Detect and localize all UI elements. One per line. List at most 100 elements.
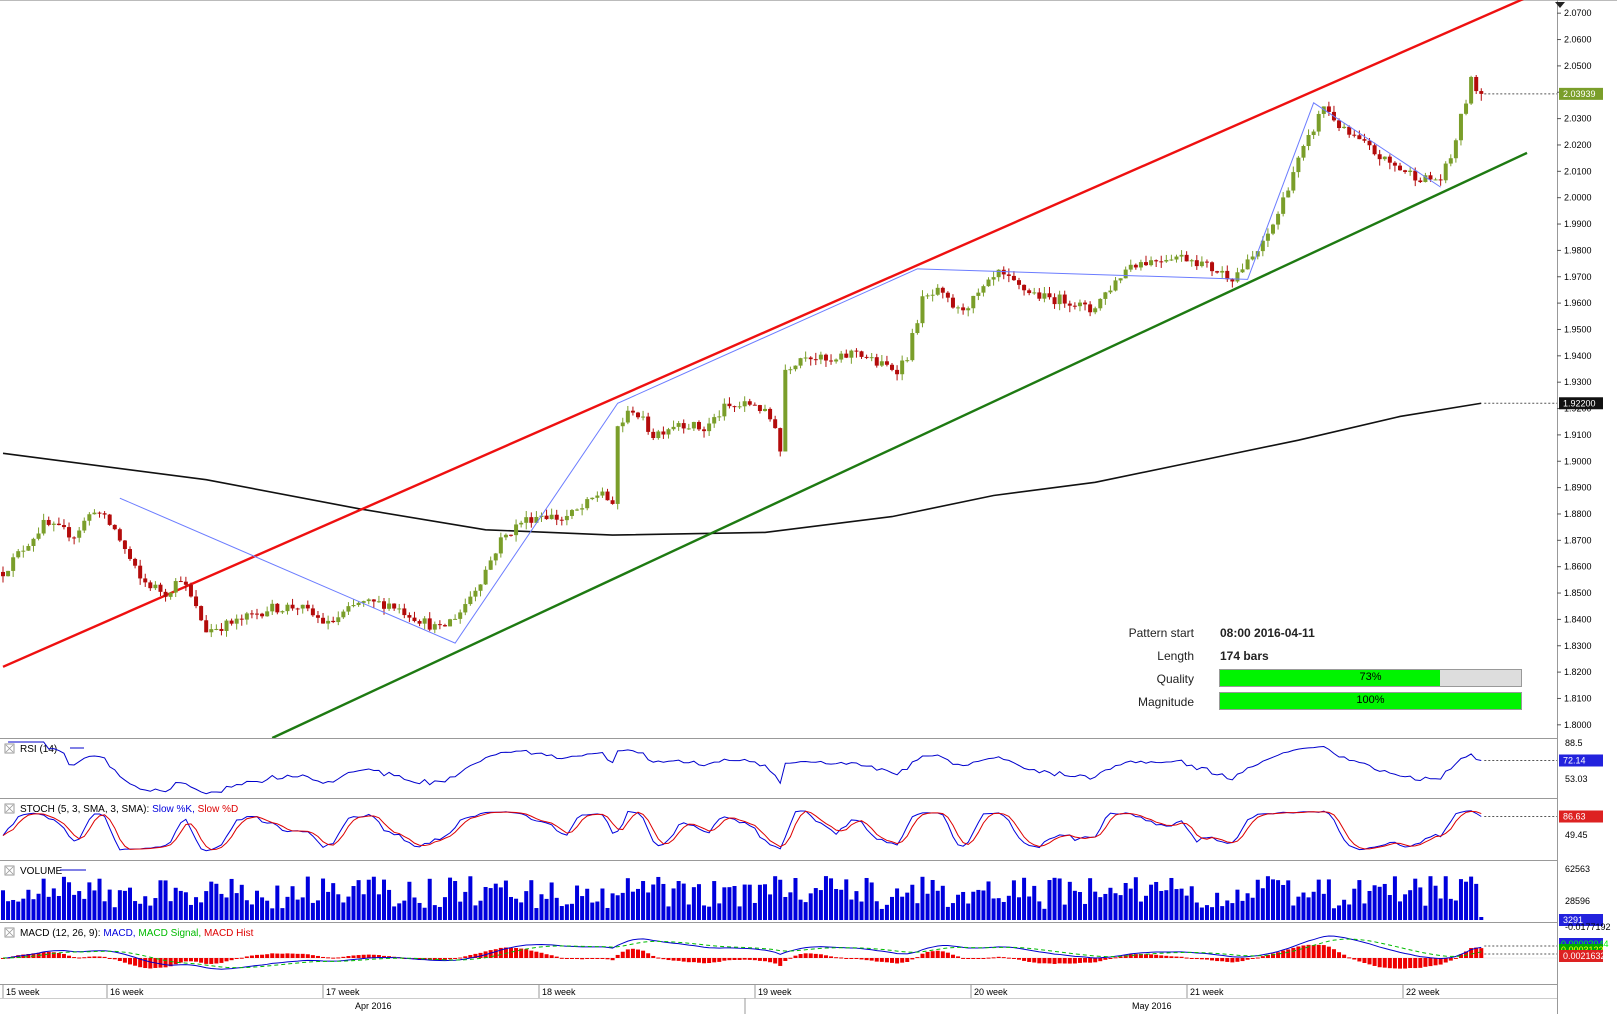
candle-body (600, 491, 605, 496)
price-tick-label: 1.8700 (1564, 535, 1592, 545)
quality-bar-text: 73% (1359, 671, 1382, 683)
macd-hist-bar (956, 956, 961, 958)
candle (524, 510, 529, 530)
price-tick-label: 1.8500 (1564, 588, 1592, 598)
volume-bar (864, 877, 869, 920)
macd-hist-bar (1428, 958, 1433, 967)
candle-body (295, 608, 300, 610)
volume-bar (92, 890, 97, 920)
volume-bar (11, 899, 16, 920)
stoch-pane-close-icon (5, 804, 14, 813)
volume-bar (1032, 885, 1037, 920)
candle (986, 277, 991, 287)
volume-bar (1245, 893, 1250, 920)
price-tick-label: 2.0700 (1564, 8, 1592, 18)
candle (844, 349, 849, 359)
price-tick-label: 1.9400 (1564, 351, 1592, 361)
candle-body (1291, 172, 1296, 191)
candle-body (707, 423, 712, 432)
chart-menu-dropdown-icon[interactable] (1555, 2, 1565, 8)
candle-body (387, 603, 392, 609)
volume-bar (321, 878, 326, 920)
candle (16, 548, 21, 559)
candle (1088, 301, 1093, 317)
candle-body (742, 401, 747, 407)
volume-bar (1123, 882, 1128, 920)
volume-bar (1443, 876, 1448, 920)
candle (788, 366, 793, 375)
macd-hist-bar (1367, 958, 1372, 965)
macd-hist-bar (676, 958, 681, 961)
macd-hist-bar (1464, 951, 1469, 958)
price-tick-label: 1.8100 (1564, 693, 1592, 703)
volume-bar (646, 892, 651, 920)
candle-body (11, 557, 16, 571)
macd-hist-bar (361, 954, 366, 958)
volume-bar (1265, 876, 1270, 920)
volume-bar (798, 899, 803, 920)
candle (402, 603, 407, 619)
candle (773, 415, 778, 429)
candle-body (503, 534, 508, 538)
candle-body (407, 615, 412, 618)
macd-hist-bar (97, 956, 102, 958)
volume-bar (158, 880, 163, 920)
candle (51, 521, 56, 532)
volume-bar (305, 876, 310, 920)
rsi-line (8, 741, 1482, 795)
macd-hist-bar (1474, 947, 1479, 958)
volume-bar (82, 898, 87, 920)
candle (509, 534, 513, 537)
macd-hist-bar (432, 958, 437, 961)
candle (783, 364, 788, 452)
macd-hist-bar (1083, 958, 1088, 963)
volume-bar (1331, 908, 1336, 920)
volume-bar (1479, 917, 1484, 920)
candle (437, 620, 442, 630)
price-tick-label: 1.9600 (1564, 298, 1592, 308)
macd-hist-bar (1225, 958, 1230, 962)
volume-bar (31, 899, 36, 920)
volume-bar (757, 884, 762, 920)
candle (905, 357, 910, 363)
volume-bar (732, 885, 737, 920)
candle-body (844, 353, 849, 358)
macd-hist-bar (920, 953, 925, 958)
macd-hist-bar (229, 958, 234, 961)
candle (1072, 302, 1077, 310)
candle (940, 286, 945, 299)
macd-hist-bar (305, 954, 310, 958)
candle (1032, 287, 1037, 295)
candle-body (1037, 292, 1042, 299)
candle-body (1032, 292, 1037, 294)
candle (112, 524, 117, 531)
candle (1159, 255, 1164, 268)
macd-hist-bar (1154, 954, 1159, 958)
macd-hist-bar (1387, 958, 1392, 969)
volume-bar (199, 902, 204, 920)
volume-bar (67, 882, 72, 920)
macd-hist-bar (854, 958, 859, 959)
volume-bar (1204, 905, 1209, 920)
candle-body (636, 412, 640, 418)
macd-hist-bar (1123, 955, 1128, 958)
week-tick-label: 20 week (974, 987, 1008, 997)
macd-hist-bar (21, 954, 26, 958)
candle-body (1123, 269, 1128, 279)
candle (1443, 161, 1448, 184)
volume-bar (1225, 900, 1230, 920)
macd-tick-label: -0.0177192 (1565, 922, 1611, 932)
volume-bar (859, 901, 864, 920)
candle (321, 612, 326, 624)
support-line (271, 151, 1528, 740)
macd-hist-bar (829, 956, 834, 958)
macd-hist-bar (1403, 958, 1408, 969)
candle-body (122, 540, 127, 550)
candle-body (783, 369, 788, 452)
volume-bar (371, 876, 376, 920)
candle-body (1357, 135, 1362, 140)
macd-hist-bar (351, 955, 356, 958)
volume-bar (138, 903, 143, 920)
current-price-box (1559, 87, 1603, 100)
macd-hist-bar (961, 957, 966, 959)
